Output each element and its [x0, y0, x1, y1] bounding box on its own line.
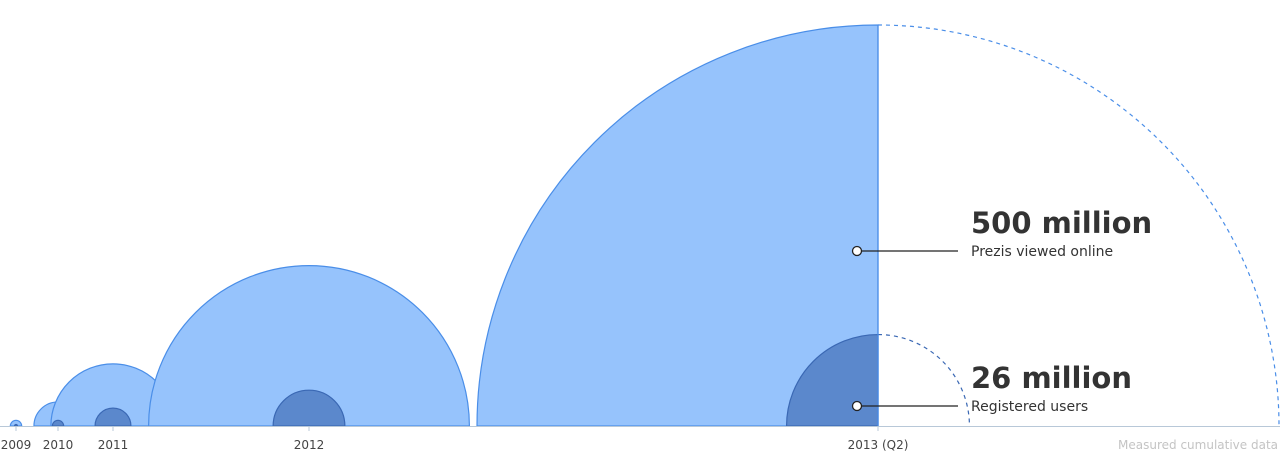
users-mark-2009: [13, 423, 19, 427]
views-semicircles: [9, 24, 879, 427]
x-tick-label-2013Q2: 2013 (Q2): [848, 438, 909, 452]
users-mirror-arc: [877, 333, 971, 427]
x-tick-label-2010: 2010: [43, 438, 74, 452]
views-mark-2013Q2: [476, 24, 879, 427]
marker-users: [851, 400, 863, 412]
annotation-label-users: Registered users: [971, 399, 1088, 415]
annotation-value-users: 26 million: [971, 361, 1132, 395]
annotation-label-views: Prezis viewed online: [971, 244, 1113, 260]
x-tick-label-2011: 2011: [98, 438, 129, 452]
dashed-mirror-arcs: [877, 24, 1280, 427]
users-mark-2011: [94, 407, 132, 427]
x-axis-ticks: 2009 2010 2011 2012 2013 (Q2): [1, 426, 909, 452]
users-mark-2010: [51, 419, 65, 427]
views-mark-2009: [9, 419, 23, 427]
x-tick-label-2012: 2012: [294, 438, 325, 452]
x-tick-label-2009: 2009: [1, 438, 32, 452]
annotation-users: 26 million Registered users: [851, 361, 1132, 415]
footnote: Measured cumulative data: [1118, 438, 1278, 452]
views-mark-2012: [147, 265, 471, 427]
views-mirror-arc: [877, 24, 1280, 427]
marker-views: [851, 245, 863, 257]
users-mark-2012: [272, 389, 346, 427]
annotation-views: 500 million Prezis viewed online: [851, 206, 1152, 260]
annotation-value-views: 500 million: [971, 206, 1152, 240]
